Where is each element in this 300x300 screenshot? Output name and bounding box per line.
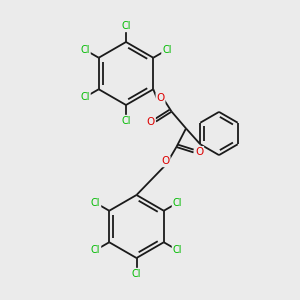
Text: Cl: Cl [121, 116, 131, 126]
Text: Cl: Cl [172, 245, 182, 255]
Text: Cl: Cl [172, 198, 182, 208]
Text: Cl: Cl [91, 245, 100, 255]
Text: O: O [156, 93, 165, 103]
Text: Cl: Cl [91, 198, 100, 208]
Text: Cl: Cl [80, 45, 90, 55]
Text: Cl: Cl [80, 92, 90, 102]
Text: Cl: Cl [121, 21, 131, 32]
Text: O: O [195, 147, 203, 157]
Text: Cl: Cl [132, 268, 141, 279]
Text: O: O [147, 117, 155, 128]
Text: O: O [161, 156, 170, 167]
Text: Cl: Cl [162, 45, 172, 55]
